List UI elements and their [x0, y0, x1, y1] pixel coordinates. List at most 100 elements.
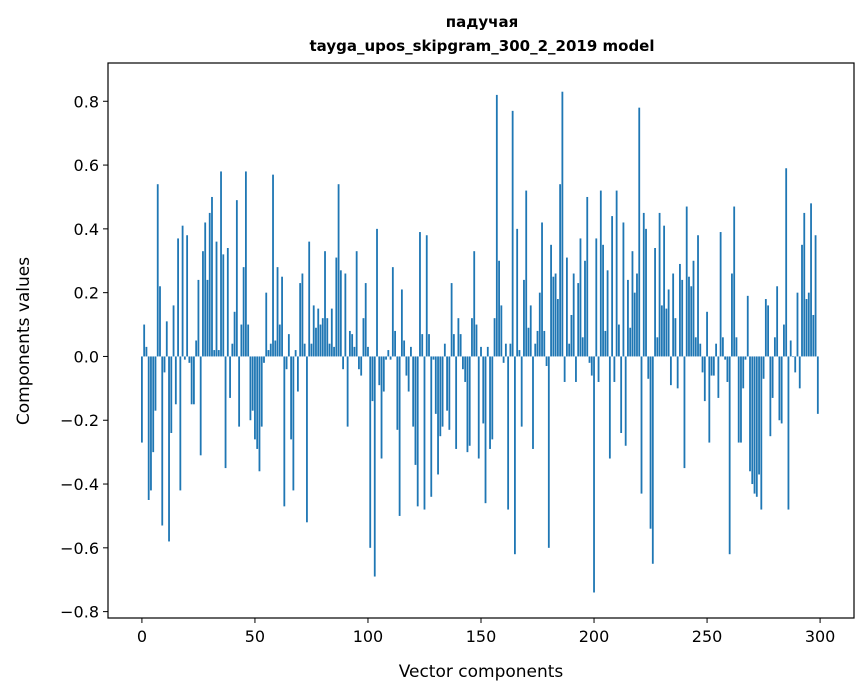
bar: [292, 356, 295, 491]
bar: [541, 222, 543, 357]
bar: [767, 305, 770, 357]
bar: [543, 330, 546, 357]
bar: [701, 356, 704, 373]
chart-subtitle: tayga_upos_skipgram_300_2_2019 model: [310, 37, 655, 55]
bar: [663, 225, 666, 357]
bar: [712, 356, 715, 376]
bar: [534, 343, 537, 357]
y-tick-label: −0.4: [60, 475, 99, 494]
bar: [229, 356, 231, 398]
bar: [301, 273, 304, 357]
bar: [660, 305, 663, 357]
bar: [683, 356, 686, 469]
bar: [183, 356, 186, 360]
bar: [617, 324, 620, 357]
bar: [326, 318, 329, 357]
bar: [710, 356, 713, 376]
bar: [480, 346, 482, 357]
bar: [441, 356, 444, 427]
bar: [577, 283, 580, 357]
bar: [495, 94, 498, 357]
bar: [787, 356, 790, 510]
bar: [468, 356, 471, 446]
bar: [486, 346, 489, 357]
bar: [651, 356, 654, 564]
bar: [222, 254, 225, 357]
bar: [556, 299, 559, 357]
bar: [452, 334, 455, 357]
bar: [545, 356, 548, 367]
bar: [624, 356, 627, 446]
bar: [688, 276, 690, 357]
bar: [477, 356, 480, 459]
bar: [669, 356, 672, 386]
bar: [473, 251, 476, 357]
bar: [324, 251, 326, 357]
bar: [360, 356, 363, 376]
bar: [459, 334, 462, 357]
bar: [421, 334, 424, 357]
bar: [382, 356, 385, 392]
bar: [337, 184, 340, 357]
bar: [794, 356, 797, 373]
bar: [762, 356, 765, 379]
bar: [638, 107, 641, 357]
bar: [749, 356, 751, 472]
bar: [518, 350, 521, 357]
bar: [627, 279, 629, 357]
bar: [258, 356, 261, 472]
bar: [538, 292, 541, 357]
bar: [606, 270, 609, 357]
bar: [317, 308, 320, 357]
bar: [780, 356, 783, 424]
bar: [378, 356, 381, 386]
bar: [224, 356, 227, 469]
bar: [367, 346, 369, 357]
bar: [254, 356, 256, 440]
bar: [290, 356, 293, 440]
bar: [263, 356, 265, 363]
bar: [391, 267, 394, 357]
bar: [287, 334, 290, 357]
x-tick-label: 0: [137, 627, 147, 646]
x-axis: 0 50 100 150 200 250 300: [137, 618, 835, 646]
bar: [755, 356, 758, 497]
bar: [206, 279, 209, 357]
bar: [428, 334, 430, 357]
bar: [608, 356, 611, 459]
bar: [308, 241, 311, 357]
bar: [296, 356, 299, 392]
x-axis-label: Vector components: [399, 662, 564, 682]
bar: [231, 343, 234, 357]
bar: [694, 337, 697, 357]
bar: [143, 324, 146, 357]
bar: [642, 212, 645, 357]
bar: [432, 356, 435, 360]
bar: [416, 356, 419, 507]
bar: [615, 190, 618, 357]
bar: [335, 257, 338, 357]
bar: [213, 350, 216, 357]
bar: [552, 276, 555, 357]
bar: [502, 356, 505, 363]
bar: [789, 340, 792, 357]
bar: [226, 248, 229, 357]
bar: [636, 273, 638, 357]
bar: [523, 279, 525, 357]
bar: [520, 356, 523, 427]
bar: [764, 299, 767, 357]
x-tick-label: 250: [692, 627, 723, 646]
bar: [498, 260, 500, 357]
bar: [726, 356, 729, 382]
bar: [267, 350, 270, 357]
bar: [733, 206, 736, 357]
bar: [294, 350, 297, 357]
bar: [385, 356, 387, 360]
bar: [731, 273, 733, 357]
bar: [419, 232, 421, 357]
bar: [233, 311, 236, 357]
bar: [471, 318, 473, 357]
bar: [667, 289, 670, 357]
bar: [475, 324, 478, 357]
y-tick-label: −0.6: [60, 539, 99, 558]
